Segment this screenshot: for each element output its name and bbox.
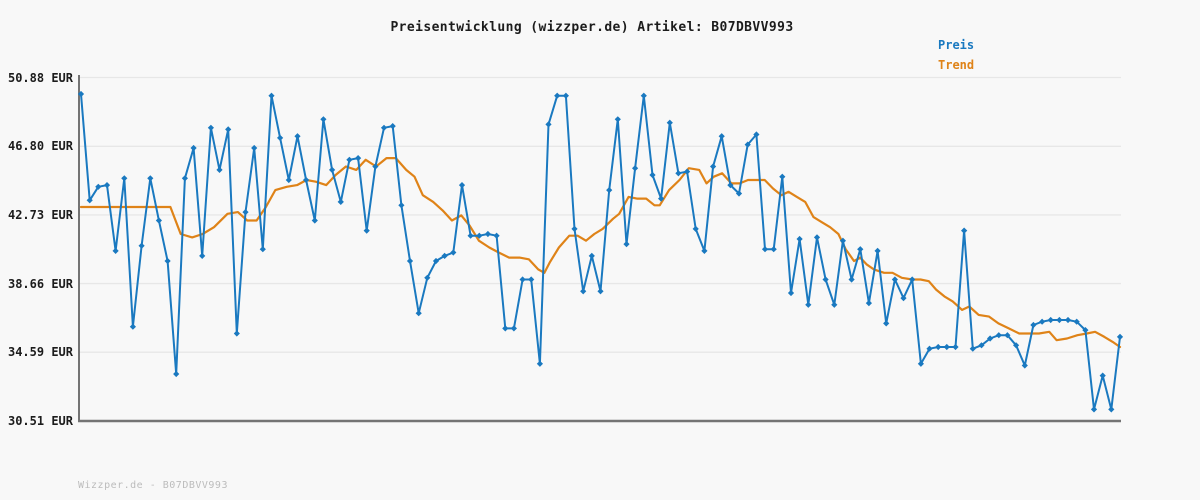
y-axis-tick-label: 42.73 EUR <box>7 207 73 222</box>
legend-item-trend: Trend <box>938 58 975 72</box>
y-axis-tick-label: 38.66 EUR <box>7 276 73 291</box>
y-axis-tick-label: 34.59 EUR <box>7 345 73 360</box>
legend: Preis Trend <box>938 39 974 79</box>
watermark: Wizzper.de - B07DBVV993 <box>78 480 228 491</box>
price-line <box>80 93 1121 411</box>
y-axis-tick-label: 46.80 EUR <box>7 139 73 154</box>
trend-line <box>79 157 1122 349</box>
y-axis-tick-label: 30.51 EUR <box>7 414 73 428</box>
chart-title: Preisentwicklung (wizzper.de) Artikel: B… <box>390 20 794 35</box>
y-axis-tick-label: 50.88 EUR <box>7 70 73 85</box>
legend-item-preis: Preis <box>938 38 975 52</box>
